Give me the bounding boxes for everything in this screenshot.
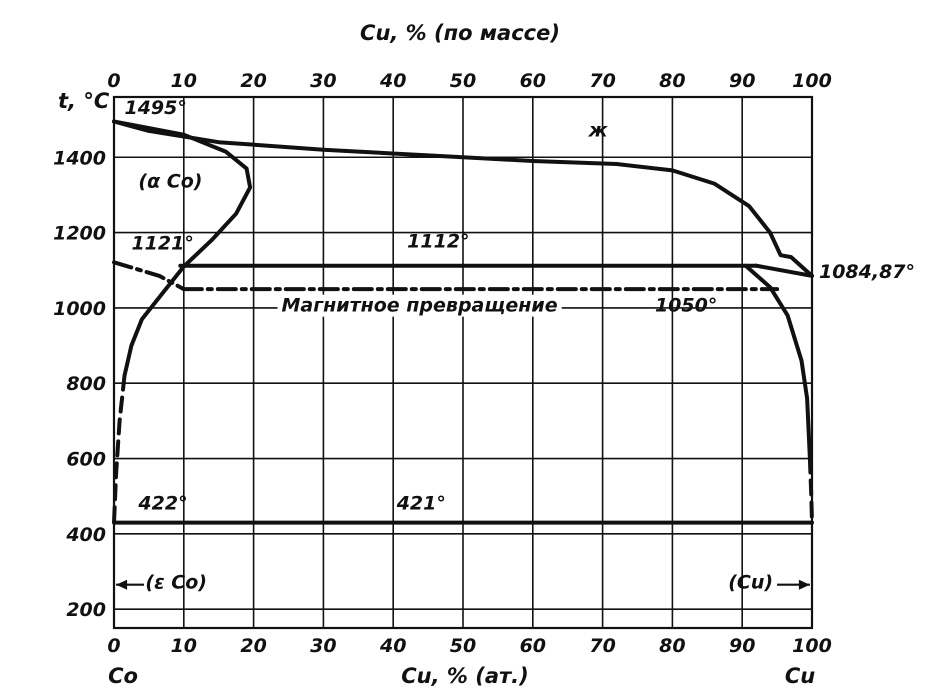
plot-border [112,95,814,630]
arrow-head-left [116,579,128,590]
x-tick-label: 40 [379,635,406,657]
region-arrows [116,579,810,590]
top-tick-label: 40 [379,70,406,92]
x-tick-label: 30 [310,635,336,657]
y-tick-label: 1000 [53,298,106,320]
top-tick-label: 10 [171,70,197,92]
annotation-label: 1084,87° [819,261,915,283]
annotation-label: 422° [137,492,187,514]
curve-magnetic_left [112,260,186,292]
grid [113,97,813,628]
x-tick-label: 0 [107,635,120,657]
x-tick-label: 60 [520,635,546,657]
y-tick-label: 800 [66,373,106,395]
x-tick-label: 90 [729,635,755,657]
annotation-label: 1112° [407,231,469,253]
top-tick-label: 0 [107,70,120,92]
endpoint-label-cu: Cu [785,664,815,688]
top-tick-label: 90 [729,70,755,92]
y-tick-label: 400 [65,524,106,546]
top-tick-label: 50 [450,70,476,92]
x-tick-label: 70 [589,635,615,657]
annotation-label: 1121° [131,233,193,255]
x-tick-label: 20 [240,635,266,657]
curve-solvus_co_upper [112,119,253,378]
x-tick-label: 100 [792,635,832,657]
curve-solvus_cu_branch [743,263,812,461]
curve-solvus_co_lower [112,373,127,525]
annotation-label: (ε Co) [145,571,207,593]
y-axis-label: t, °C [58,89,110,113]
tick-labels: 0 10 20 30 40 50 60 70 80 90 1000 10 20 30 40 50 60 70 80 9… [53,70,832,657]
annotation-label: 1050° [655,295,717,317]
y-tick-label: 600 [66,449,106,471]
x-tick-label: 80 [659,635,685,657]
annotation-label: 421° [396,492,446,514]
y-tick-label: 1200 [53,223,106,245]
annotations: 1495° ж (α Co) 1121° 1112° 1084,87° Магнитное … [124,97,915,594]
top-tick-label: 60 [520,70,546,92]
label-backing [277,294,562,317]
annotation-label: (Cu) [728,571,773,593]
annotation-label: 1495° [124,97,186,119]
annotation-label: (α Co) [138,170,202,192]
phase-curves [112,119,814,525]
y-tick-label: 1400 [53,147,106,169]
top-tick-label: 30 [310,70,336,92]
top-tick-label: 100 [792,70,832,92]
top-tick-label: 80 [659,70,685,92]
curve-liquidus [112,119,814,278]
chart-title: Cu, % (по массе) [360,21,560,45]
top-tick-label: 70 [589,70,615,92]
annotation-label: ж [588,120,609,142]
top-tick-label: 20 [240,70,266,92]
x-tick-label: 10 [171,635,197,657]
curve-solvus_cu_lower [807,456,814,525]
x-tick-label: 50 [450,635,476,657]
curve-solidus_cu [754,263,814,278]
endpoint-label-co: Co [108,664,138,688]
annotation-label: Магнитное превращение [282,295,558,317]
plot-frame [112,95,814,630]
x-axis-label: Cu, % (ат.) [401,664,529,688]
y-tick-label: 200 [66,599,106,621]
arrow-head-right [798,579,810,590]
